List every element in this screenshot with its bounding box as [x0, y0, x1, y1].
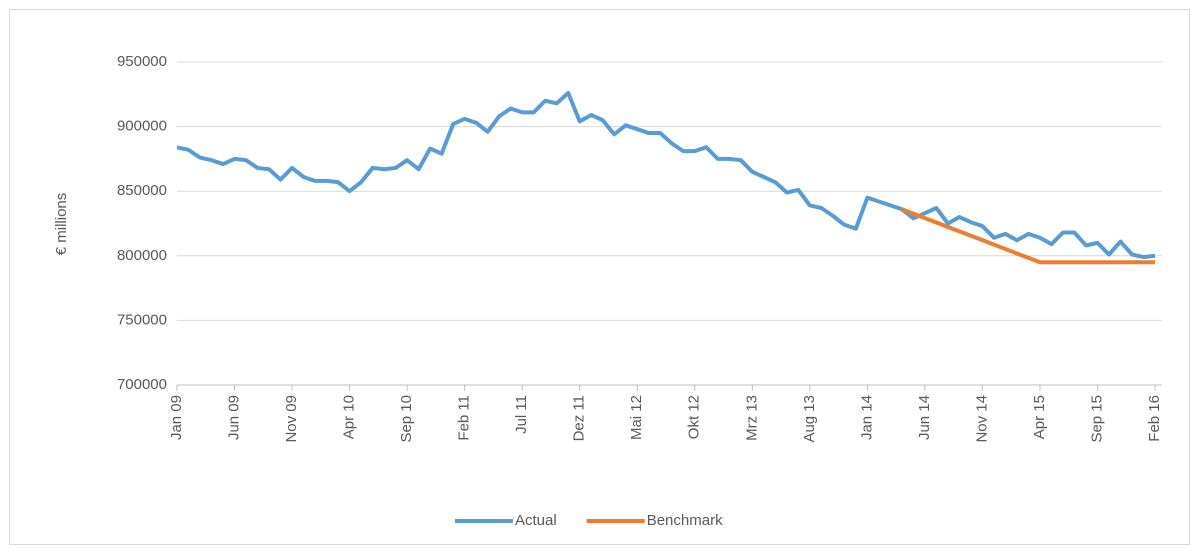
y-tick-label: 950000 [117, 53, 167, 70]
x-tick-label: Jan 14 [858, 395, 875, 440]
y-tick-label: 750000 [117, 311, 167, 328]
x-tick-label: Jun 14 [916, 395, 933, 440]
x-tick-label: Feb 16 [1146, 395, 1163, 442]
x-tick-label: Apr 10 [341, 395, 358, 439]
y-tick-label: 800000 [117, 247, 167, 264]
line-series [901, 207, 1155, 265]
legend-label: Actual [515, 512, 557, 529]
x-tick-label: Jul 11 [513, 395, 530, 434]
x-tick-label: Mai 12 [628, 395, 645, 440]
x-tick-label: Sep 15 [1088, 395, 1105, 443]
x-tick-label: Okt 12 [686, 395, 703, 439]
y-tick-label: 900000 [117, 118, 167, 135]
y-tick-label: 850000 [117, 182, 167, 199]
x-tick-label: Sep 10 [398, 395, 415, 443]
legend-label: Benchmark [647, 512, 723, 529]
x-tick-label: Apr 15 [1031, 395, 1048, 439]
x-tick-label: Aug 13 [801, 395, 818, 443]
x-tick-label: Nov 14 [973, 395, 990, 443]
line-series [176, 91, 1156, 260]
y-tick-label: 700000 [117, 376, 167, 393]
x-tick-label: Dez 11 [571, 395, 588, 441]
x-tick-label: Jan 09 [168, 395, 185, 440]
x-tick-label: Jun 09 [225, 395, 242, 440]
x-tick-label: Feb 11 [456, 395, 473, 441]
y-axis-label: € millions [53, 193, 70, 256]
chart-border [9, 9, 1190, 545]
x-tick-label: Nov 09 [283, 395, 300, 443]
x-tick-label: Mrz 13 [743, 395, 760, 441]
